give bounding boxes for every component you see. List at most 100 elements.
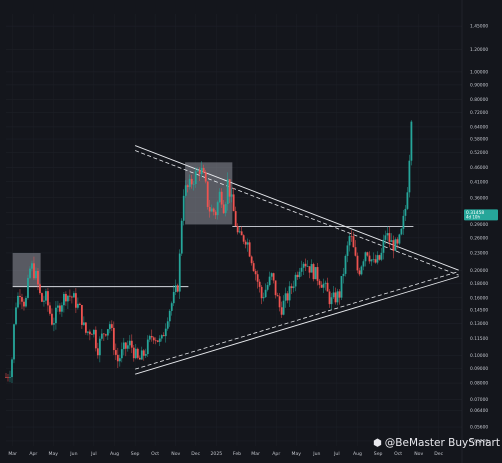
candle-body xyxy=(90,334,93,335)
time-tick-label: Jul xyxy=(333,451,340,457)
candle-body xyxy=(132,347,135,359)
candle-body xyxy=(74,293,77,308)
current-price-countdown: 4d 10h xyxy=(466,215,480,220)
time-tick-label: Feb xyxy=(233,451,241,457)
candle-body xyxy=(380,252,383,260)
candle-body xyxy=(294,274,297,287)
candle-body xyxy=(146,339,149,355)
candle-body xyxy=(258,281,261,287)
candle-body xyxy=(148,336,151,340)
candle-body xyxy=(222,204,225,214)
candle-body xyxy=(360,266,363,275)
time-tick-label: Dec xyxy=(191,451,200,457)
candle-body xyxy=(154,340,157,341)
candle-body xyxy=(300,267,303,272)
candle-body xyxy=(278,296,281,308)
candle-body xyxy=(256,274,259,282)
candle-body xyxy=(262,297,265,299)
candle-body xyxy=(196,170,199,172)
price-tick-label: 0.11500 xyxy=(470,336,488,342)
candle-body xyxy=(214,211,217,216)
price-tick-label: 0.10000 xyxy=(470,353,488,359)
candle-body xyxy=(326,282,329,292)
price-tick-label: 0.14500 xyxy=(470,307,488,313)
candle-body xyxy=(69,295,71,297)
candle-body xyxy=(248,242,251,257)
candle-body xyxy=(260,286,263,299)
watermark: ⬢ @BeMaster BuySmart xyxy=(373,437,500,449)
current-price-value: 0.31458 xyxy=(466,210,484,216)
candle-body xyxy=(266,285,269,290)
candle-body xyxy=(186,185,189,188)
candle-body xyxy=(67,295,69,302)
current-price-badge xyxy=(464,209,498,221)
time-tick-label: Jun xyxy=(69,451,77,457)
highlight-box xyxy=(12,252,41,287)
time-axis: Mar Apr May Jun Jul Aug Sep Oct Nov Dec 2025 Feb Mar… xyxy=(8,451,443,457)
price-tick-label: 0.64000 xyxy=(470,124,488,130)
candle-body xyxy=(130,340,133,348)
candle-body xyxy=(174,285,177,292)
candle-body xyxy=(344,255,347,274)
time-tick-label: Dec xyxy=(434,451,443,457)
time-tick-label: Oct xyxy=(394,451,402,457)
candle-body xyxy=(29,268,31,278)
candle-body xyxy=(254,271,257,275)
candle-body xyxy=(21,297,23,302)
candle-body xyxy=(236,226,239,233)
time-tick-label: Mar xyxy=(8,451,17,457)
candle-body xyxy=(216,202,219,216)
candle-body xyxy=(59,305,61,312)
time-tick-label: Nov xyxy=(171,451,180,457)
price-tick-label: 0.41000 xyxy=(470,179,488,185)
candle-body xyxy=(114,350,117,355)
candle-body xyxy=(37,270,39,285)
candle-body xyxy=(51,313,53,325)
candle-body xyxy=(354,247,357,256)
candle-body xyxy=(176,285,179,292)
candle-body xyxy=(302,263,305,268)
candle-body xyxy=(108,324,111,330)
candle-body xyxy=(11,359,13,378)
candle-body xyxy=(238,231,241,233)
candle-body xyxy=(73,293,75,298)
candle-body xyxy=(388,233,391,242)
candles-layer xyxy=(5,120,413,383)
time-tick-label: Jun xyxy=(312,451,320,457)
price-tick-label: 0.09000 xyxy=(470,366,488,372)
candle-body xyxy=(100,333,103,339)
candle-body xyxy=(190,178,193,185)
candle-body xyxy=(370,259,373,262)
time-tick-label: Nov xyxy=(414,451,423,457)
candle-body xyxy=(84,322,87,333)
price-tick-label: 0.07000 xyxy=(470,397,488,403)
candle-body xyxy=(188,178,191,188)
price-tick-label: 0.20000 xyxy=(470,268,488,274)
candle-body xyxy=(202,167,205,173)
candle-body xyxy=(43,300,45,302)
candle-body xyxy=(396,239,399,244)
binance-logo-icon: ⬢ xyxy=(373,437,382,449)
candle-body xyxy=(112,327,115,351)
candle-body xyxy=(134,348,137,359)
candle-body xyxy=(372,259,375,260)
candle-body xyxy=(118,358,121,362)
candle-body xyxy=(53,323,55,325)
candle-body xyxy=(350,236,353,237)
price-tick-label: 0.52000 xyxy=(470,150,488,156)
price-tick-label: 0.80000 xyxy=(470,97,488,103)
candle-body xyxy=(406,192,409,209)
candle-body xyxy=(402,215,405,229)
time-tick-label: May xyxy=(49,451,59,457)
time-tick-label: Sep xyxy=(131,451,140,457)
candle-body xyxy=(374,259,377,263)
candle-body xyxy=(232,194,235,212)
candle-body xyxy=(208,206,211,212)
candle-body xyxy=(324,282,327,284)
candle-body xyxy=(49,305,51,314)
price-tick-label: 0.13000 xyxy=(470,321,488,327)
candle-body xyxy=(138,357,141,360)
candle-body xyxy=(158,338,161,342)
